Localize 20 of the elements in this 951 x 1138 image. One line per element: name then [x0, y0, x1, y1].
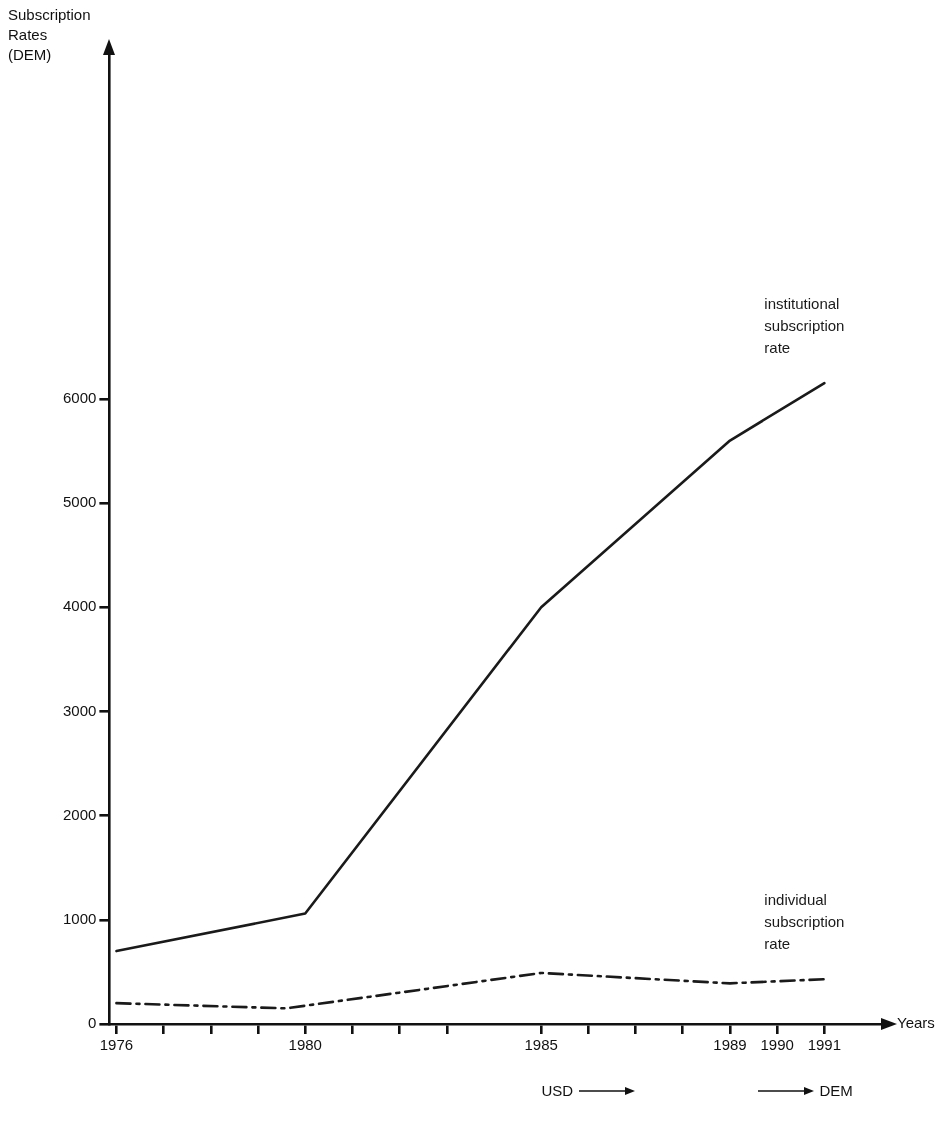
x-tick-label: 1976	[99, 1036, 134, 1054]
y-tick-label: 3000	[62, 701, 97, 719]
x-tick-label: 1989	[713, 1036, 747, 1054]
y-tick-label: 2000	[62, 805, 97, 823]
text: USD	[541, 1082, 574, 1099]
y-tick-label: 6000	[62, 388, 97, 406]
x-tick-label: 1980	[288, 1036, 322, 1054]
series-label: individual subscription rate	[764, 891, 845, 953]
y-tick-label: 5000	[62, 493, 97, 511]
x-tick-label: 1991	[807, 1036, 842, 1054]
y-tick-label: 4000	[62, 597, 97, 615]
y-tick-label: 1000	[62, 909, 97, 927]
x-tick-label: 1990	[760, 1036, 794, 1054]
y-axis-title: Subscription Rates (DEM)	[8, 6, 91, 63]
y-tick-label: 0	[88, 1014, 97, 1032]
x-tick-label: 1985	[524, 1036, 558, 1054]
line-series	[115, 971, 826, 1010]
text: institutional subscription rate	[764, 295, 845, 357]
text: DEM	[819, 1082, 853, 1099]
x-axis-title: Years	[897, 1014, 935, 1032]
